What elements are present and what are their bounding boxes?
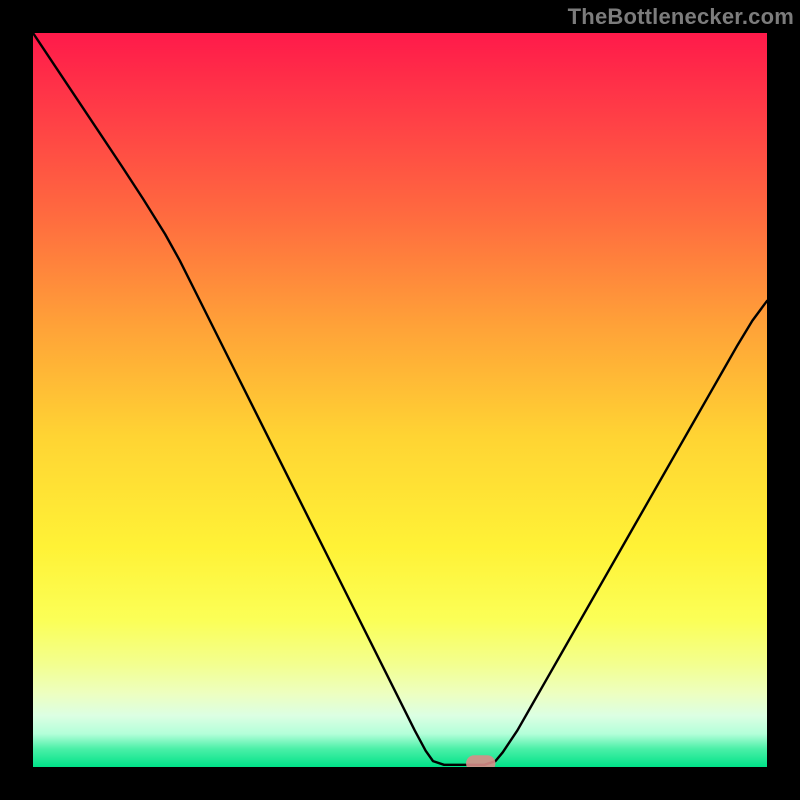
plot-background [33,33,767,767]
chart-svg [33,33,767,767]
watermark-text: TheBottlenecker.com [568,4,794,30]
minimum-marker [466,755,495,767]
plot-area [33,33,767,767]
chart-root: TheBottlenecker.com [0,0,800,800]
